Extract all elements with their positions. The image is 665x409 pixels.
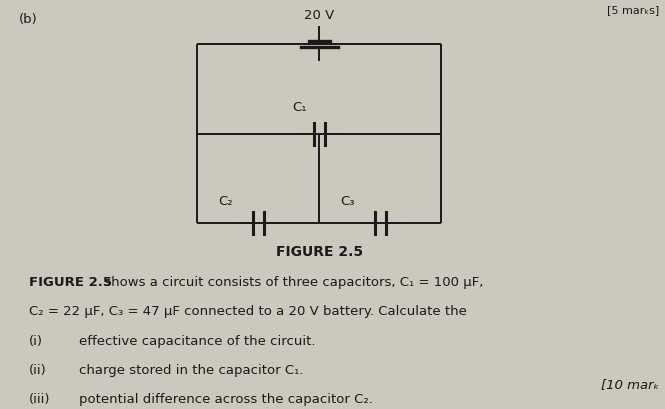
Text: (b): (b) (19, 13, 38, 25)
Text: (i): (i) (29, 335, 43, 348)
Text: C₃: C₃ (340, 195, 354, 208)
Text: potential difference across the capacitor C₂.: potential difference across the capacito… (78, 393, 372, 406)
Text: charge stored in the capacitor C₁.: charge stored in the capacitor C₁. (78, 364, 303, 377)
Text: C₁: C₁ (293, 101, 307, 114)
Text: C₂ = 22 μF, C₃ = 47 μF connected to a 20 V battery. Calculate the: C₂ = 22 μF, C₃ = 47 μF connected to a 20… (29, 306, 467, 318)
Text: FIGURE 2.5: FIGURE 2.5 (276, 245, 363, 259)
Text: 20 V: 20 V (304, 9, 334, 22)
Text: [5 marₖs]: [5 marₖs] (606, 5, 659, 15)
Text: shows a circuit consists of three capacitors, C₁ = 100 μF,: shows a circuit consists of three capaci… (100, 276, 483, 289)
Text: (iii): (iii) (29, 393, 51, 406)
Text: C₂: C₂ (218, 195, 233, 208)
Text: (ii): (ii) (29, 364, 47, 377)
Text: effective capacitance of the circuit.: effective capacitance of the circuit. (78, 335, 315, 348)
Text: [10 marₖ: [10 marₖ (600, 378, 659, 391)
Text: FIGURE 2.5: FIGURE 2.5 (29, 276, 112, 289)
